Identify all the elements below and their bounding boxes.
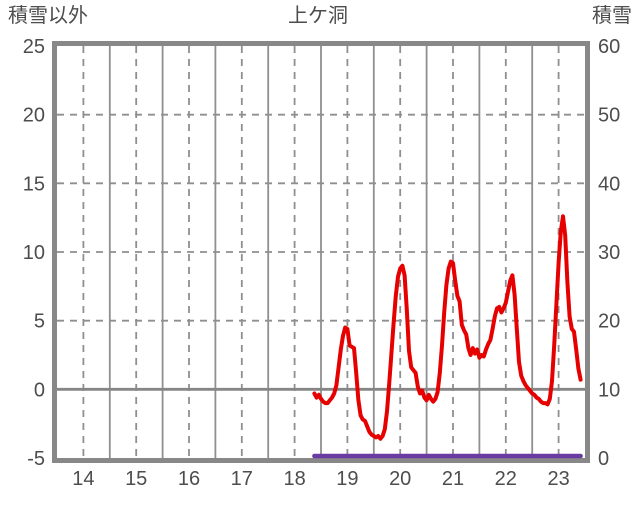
x-axis-tick: 20 [389, 468, 411, 490]
chart-title: 上ケ洞 [288, 5, 348, 27]
left-axis-title: 積雪以外 [8, 5, 88, 27]
left-axis-tick: 10 [23, 242, 45, 264]
left-axis-tick: 5 [34, 311, 45, 333]
left-axis-tick: 15 [23, 173, 45, 195]
x-axis-tick: 15 [125, 468, 147, 490]
left-axis-tick: 25 [23, 36, 45, 58]
x-axis-tick: 21 [442, 468, 464, 490]
x-axis-tick: 17 [231, 468, 253, 490]
right-axis-title: 積雪 [592, 5, 632, 27]
right-axis-tick: 20 [598, 311, 620, 333]
temperature-series-line [312, 214, 583, 441]
left-axis-tick: 0 [34, 379, 45, 401]
x-axis-tick: 14 [72, 468, 94, 490]
right-axis-tick: 30 [598, 242, 620, 264]
left-axis-tick: 20 [23, 105, 45, 127]
right-axis-tick: 0 [598, 448, 609, 470]
right-axis-tick: 40 [598, 173, 620, 195]
right-axis-tick: 50 [598, 105, 620, 127]
x-axis-tick: 19 [336, 468, 358, 490]
left-axis-tick: -5 [27, 448, 45, 470]
right-axis-tick: 10 [598, 379, 620, 401]
x-axis-tick: 22 [495, 468, 517, 490]
plot-border [52, 41, 590, 463]
x-axis-tick: 18 [283, 468, 305, 490]
right-axis-tick: 60 [598, 36, 620, 58]
x-axis-tick: 16 [178, 468, 200, 490]
x-axis-tick: 23 [547, 468, 569, 490]
